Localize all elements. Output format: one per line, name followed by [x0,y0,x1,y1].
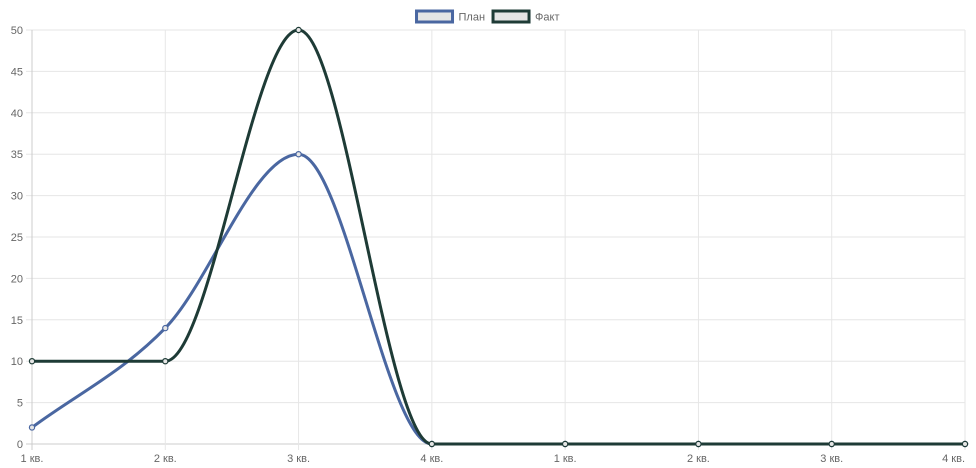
x-tick-label: 3 кв. [820,453,843,463]
x-tick-label: 3 кв. [287,453,310,463]
y-tick-label: 5 [17,398,23,410]
legend[interactable]: План Факт [415,9,560,24]
data-point[interactable] [428,440,436,448]
x-tick-label: 4 кв. [942,453,965,463]
axis-layer: 0 5 10 15 20 25 30 35 40 45 50 1 кв. 2 кв. 3 кв. 4 кв.… [11,25,965,465]
y-tick-label: 0 [17,439,23,451]
data-point[interactable] [162,324,169,332]
data-point[interactable] [695,440,702,448]
x-tick-label: 2 кв. [687,453,710,463]
y-tick-label: 15 [11,315,23,327]
legend-item-fact[interactable]: Факт [491,9,560,24]
series-line [30,28,967,446]
data-point[interactable] [561,440,569,448]
legend-item-plan[interactable]: План [415,9,486,24]
x-tick-label: 1 кв. [554,453,577,463]
legend-label: План [459,12,486,24]
data-point[interactable] [28,358,36,365]
y-tick-label: 45 [11,66,23,78]
data-point[interactable] [828,440,835,448]
x-tick-label: 1 кв. [21,453,44,463]
y-tick-label: 20 [11,273,23,285]
legend-label: Факт [535,12,559,24]
data-point[interactable] [295,150,302,158]
series-fact [28,26,969,448]
y-tick-label: 10 [11,356,23,368]
data-point[interactable] [28,424,36,431]
legend-swatch [491,9,531,24]
y-tick-label: 25 [11,232,23,244]
data-point[interactable] [295,26,302,34]
y-tick-label: 35 [11,149,23,161]
y-tick-label: 50 [11,25,23,37]
x-tick-label: 4 кв. [420,453,443,463]
legend-swatch [415,9,455,24]
data-point[interactable] [162,358,169,365]
data-point[interactable] [961,440,969,448]
grid-layer [26,29,966,450]
x-tick-label: 2 кв. [154,453,177,463]
y-tick-label: 40 [11,108,23,120]
y-tick-label: 30 [11,191,23,203]
series-layer [28,26,969,448]
series-line [30,152,967,446]
